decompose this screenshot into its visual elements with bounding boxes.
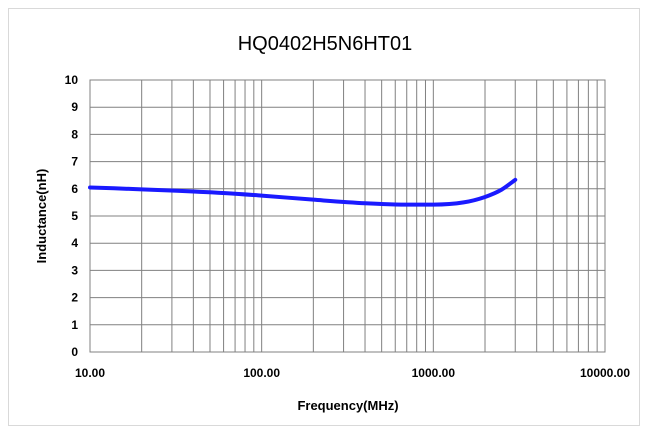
- y-tick-label: 8: [71, 127, 78, 141]
- x-tick-label: 100.00: [243, 366, 280, 380]
- y-axis-label: Inductance(nH): [34, 169, 49, 264]
- y-tick-label: 3: [71, 263, 78, 277]
- x-tick-label: 10000.00: [580, 366, 630, 380]
- y-tick-label: 10: [65, 73, 79, 87]
- inductance-series-line: [88, 177, 518, 207]
- chart-frame: [8, 8, 640, 426]
- y-tick-label: 6: [71, 182, 78, 196]
- y-tick-label: 4: [71, 236, 78, 250]
- y-tick-label: 2: [71, 291, 78, 305]
- y-axis-ticks: 0 1 2 3 4 5 6 7 8 9 10: [65, 73, 79, 359]
- chart-title: HQ0402H5N6HT01: [238, 33, 413, 55]
- y-tick-label: 7: [71, 155, 78, 169]
- x-axis-label: Frequency(MHz): [297, 398, 398, 413]
- plot-area: [89, 79, 606, 353]
- y-tick-label: 9: [71, 100, 78, 114]
- y-tick-label: 0: [71, 345, 78, 359]
- x-axis-ticks: 10.00 100.00 1000.00 10000.00: [75, 366, 630, 380]
- x-tick-label: 1000.00: [412, 366, 456, 380]
- grid: [89, 79, 605, 353]
- y-tick-label: 1: [71, 318, 78, 332]
- y-tick-label: 5: [71, 209, 78, 223]
- series-group: [88, 177, 518, 207]
- x-tick-label: 10.00: [75, 366, 105, 380]
